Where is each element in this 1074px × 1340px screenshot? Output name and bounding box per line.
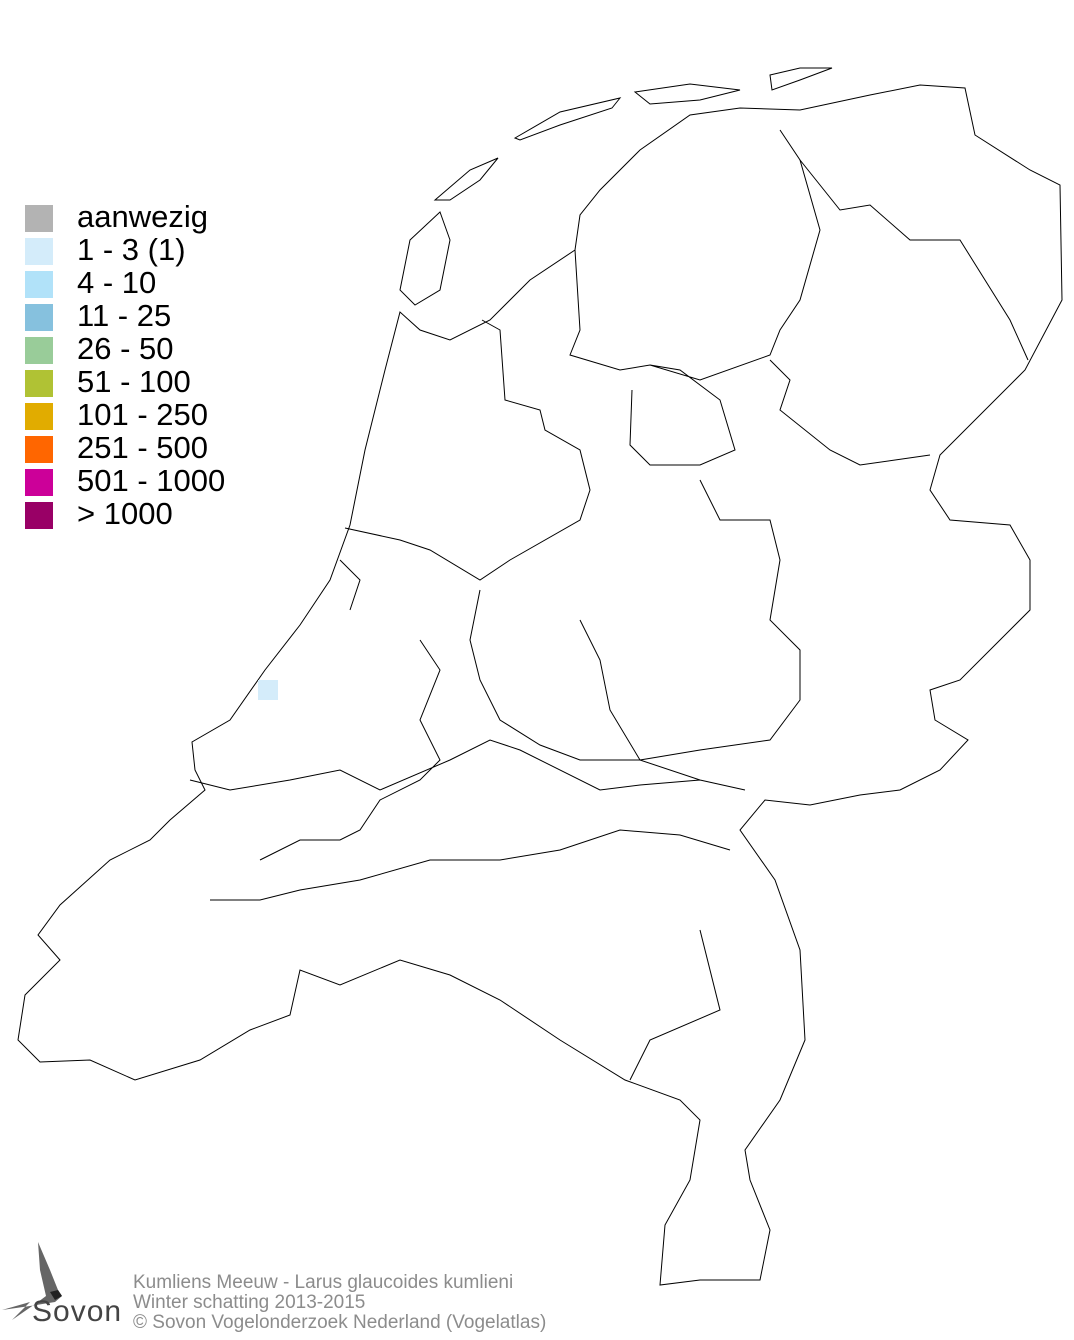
legend-swatch [25, 304, 53, 331]
legend-label: 101 - 250 [77, 397, 208, 432]
legend-swatch [25, 436, 53, 463]
country-outline [17, 84, 1063, 1286]
island-terschelling [513, 97, 622, 141]
legend-swatch [25, 403, 53, 430]
occupied-cell [258, 680, 278, 700]
legend-label: 251 - 500 [77, 430, 208, 465]
logo-text: Sovon [32, 1295, 123, 1328]
legend-label: 26 - 50 [77, 331, 174, 366]
legend-label: 51 - 100 [77, 364, 191, 399]
copyright: © Sovon Vogelonderzoek Nederland (Vogela… [133, 1312, 547, 1333]
legend-swatch [25, 337, 53, 364]
legend-swatch [25, 238, 53, 265]
legend-swatch [25, 370, 53, 397]
province-borders [189, 159, 1029, 1081]
legend-label: > 1000 [77, 496, 173, 531]
legend-label: aanwezig [77, 199, 208, 234]
legend-label: 501 - 1000 [77, 463, 226, 498]
island-vlieland [433, 157, 499, 201]
sovon-logo-swallow-icon [2, 1242, 62, 1320]
ijsselmeer-shore [344, 129, 821, 581]
island-ameland [633, 83, 741, 105]
island-texel [399, 211, 451, 306]
legend-label: 11 - 25 [77, 298, 172, 333]
species-name: Kumliens Meeuw - Larus glaucoides kumlie… [133, 1272, 514, 1293]
map-caption: Kumliens Meeuw - Larus glaucoides kumlie… [133, 1273, 546, 1333]
legend-swatch [25, 271, 53, 298]
legend-swatch [25, 502, 53, 529]
island-schiermonnikoog [769, 67, 833, 91]
legend-swatch [25, 469, 53, 496]
legend-swatch [25, 205, 53, 232]
legend-label: 4 - 10 [77, 265, 157, 300]
legend-label: 1 - 3 (1) [77, 232, 186, 267]
period: Winter schatting 2013-2015 [133, 1292, 366, 1313]
